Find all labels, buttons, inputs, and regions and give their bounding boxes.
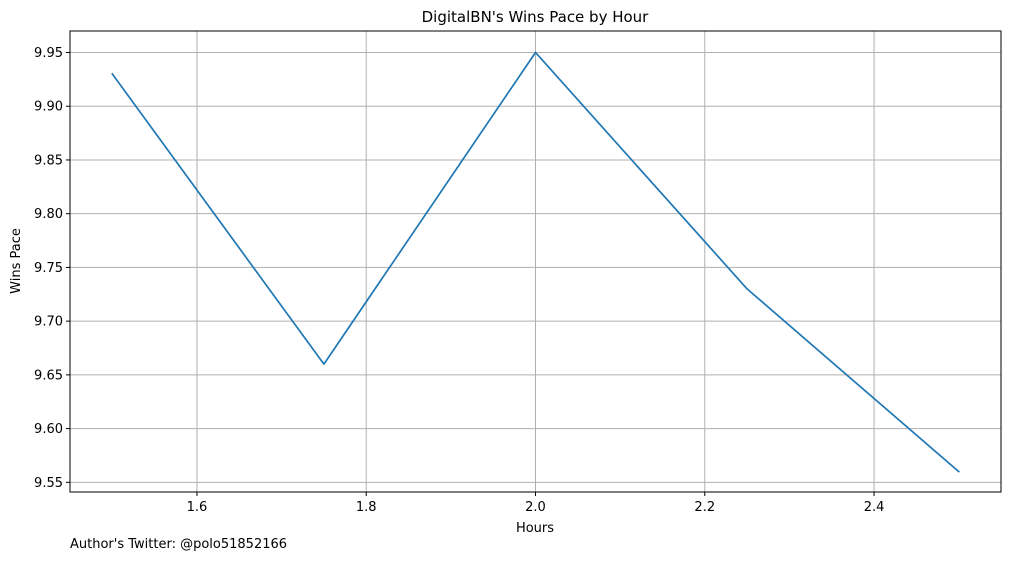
- y-tick-label: 9.75: [34, 261, 63, 276]
- y-tick-label: 9.85: [34, 153, 63, 168]
- x-tick-label: 2.2: [694, 500, 715, 515]
- grid-lines: [70, 31, 1001, 492]
- y-tick-label: 9.65: [34, 368, 63, 383]
- x-tick-label: 1.8: [356, 500, 377, 515]
- chart-title: DigitalBN's Wins Pace by Hour: [422, 8, 650, 26]
- y-tick-label: 9.55: [34, 476, 63, 491]
- author-credit: Author's Twitter: @polo51852166: [70, 537, 288, 552]
- x-tick-label: 1.6: [187, 500, 208, 515]
- x-axis-label: Hours: [516, 521, 554, 536]
- series-line: [111, 51, 960, 473]
- y-tick-label: 9.95: [34, 46, 63, 61]
- x-tick-label: 2.4: [864, 500, 885, 515]
- y-tick-label: 9.90: [34, 100, 63, 115]
- y-tick-label: 9.80: [34, 207, 63, 222]
- y-tick-label: 9.60: [34, 422, 63, 437]
- axis-ticks: 1.6 1.8 2.0 2.2 2.4 9.55 9.60 9.65 9.70 9.75 9.80 9…: [34, 46, 884, 515]
- y-axis-label: Wins Pace: [9, 228, 24, 294]
- x-tick-label: 2.0: [525, 500, 546, 515]
- series-layer: [111, 51, 960, 473]
- y-tick-label: 9.70: [34, 315, 63, 330]
